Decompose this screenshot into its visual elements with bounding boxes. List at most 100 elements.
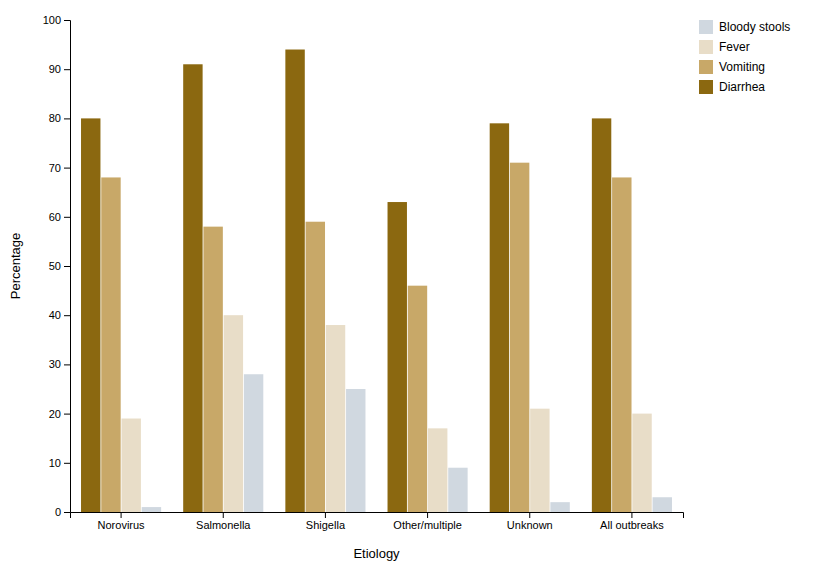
- legend-item: Fever: [699, 40, 750, 54]
- tick-mark: [427, 512, 428, 518]
- tick: Norovirus: [98, 512, 146, 531]
- legend-item: Diarrhea: [699, 80, 765, 94]
- bar: [81, 118, 100, 512]
- bar: [142, 507, 161, 512]
- bar: [203, 227, 222, 512]
- tick-label: 40: [49, 309, 61, 321]
- tick-mark: [631, 512, 632, 518]
- bar: [388, 202, 407, 512]
- legend-item: Vomiting: [699, 60, 765, 74]
- legend-label: Vomiting: [719, 60, 765, 74]
- bar: [550, 502, 569, 512]
- tick: 50: [49, 260, 70, 272]
- bar: [285, 50, 304, 512]
- tick: 100: [43, 14, 70, 26]
- bar-series: [81, 50, 611, 512]
- bar: [632, 414, 651, 512]
- bar: [101, 177, 120, 512]
- bar: [121, 419, 140, 512]
- legend-swatch: [699, 60, 713, 74]
- tick-label: 80: [49, 112, 61, 124]
- bar: [183, 64, 202, 512]
- tick-mark: [121, 512, 122, 518]
- tick-mark: [529, 512, 530, 518]
- tick-mark: [223, 512, 224, 518]
- plot: 0 10 20 30 40 50 60 70 80 90 100 Norovirus Salmonell…: [43, 14, 684, 531]
- tick-label: 90: [49, 63, 61, 75]
- tick-label: 100: [43, 14, 61, 26]
- bar: [224, 315, 243, 512]
- tick-label: 20: [49, 408, 61, 420]
- tick-mark: [64, 168, 70, 169]
- tick-label: 70: [49, 162, 61, 174]
- y-axis-title: Percentage: [8, 233, 23, 300]
- legend-label: Bloody stools: [719, 20, 790, 34]
- tick-label: 10: [49, 457, 61, 469]
- tick-mark: [64, 266, 70, 267]
- tick: 80: [49, 112, 70, 124]
- tick-label: Other/multiple: [393, 519, 461, 531]
- tick-mark: [325, 512, 326, 518]
- tick-label: All outbreaks: [600, 519, 664, 531]
- tick: 70: [49, 162, 70, 174]
- tick: 40: [49, 309, 70, 321]
- tick-mark: [64, 20, 70, 21]
- tick-label: 30: [49, 358, 61, 370]
- tick: Unknown: [507, 512, 553, 531]
- legend-label: Fever: [719, 40, 750, 54]
- tick-mark: [64, 315, 70, 316]
- tick-mark: [64, 364, 70, 365]
- bar: [244, 374, 263, 512]
- tick: 20: [49, 408, 70, 420]
- bar: [653, 497, 672, 512]
- tick-label: Shigella: [306, 519, 346, 531]
- x-axis: Norovirus Salmonella Shigella Other/multipl…: [71, 512, 684, 531]
- axis-line: [64, 21, 71, 513]
- bar: [408, 286, 427, 512]
- tick-label: 60: [49, 211, 61, 223]
- bar: [490, 123, 509, 512]
- bars: [81, 50, 672, 512]
- tick: All outbreaks: [600, 512, 664, 531]
- tick: 30: [49, 358, 70, 370]
- tick-label: 0: [55, 506, 61, 518]
- bar: [346, 389, 365, 512]
- tick: Other/multiple: [393, 512, 461, 531]
- tick: 10: [49, 457, 70, 469]
- legend-item: Bloody stools: [699, 20, 790, 34]
- tick-mark: [64, 69, 70, 70]
- legend-label: Diarrhea: [719, 80, 765, 94]
- bar: [530, 409, 549, 512]
- bar-series: [121, 315, 651, 512]
- bar: [326, 325, 345, 512]
- bar: [592, 118, 611, 512]
- tick-mark: [64, 512, 70, 513]
- tick-label: Unknown: [507, 519, 553, 531]
- tick-label: Norovirus: [98, 519, 146, 531]
- tick-mark: [64, 463, 70, 464]
- tick-label: 50: [49, 260, 61, 272]
- legend-swatch: [699, 80, 713, 94]
- tick-mark: [64, 118, 70, 119]
- tick: 60: [49, 211, 70, 223]
- tick: Shigella: [306, 512, 346, 531]
- legend-swatch: [699, 20, 713, 34]
- tick-label: Salmonella: [196, 519, 251, 531]
- x-axis-title: Etiology: [353, 546, 400, 561]
- bar-series: [142, 374, 672, 512]
- tick-mark: [64, 414, 70, 415]
- bar: [612, 177, 631, 512]
- bar: [510, 163, 529, 512]
- tick: 0: [55, 506, 70, 518]
- legend: Bloody stools Fever Vomiting Diarrhea: [699, 20, 790, 94]
- bar: [448, 468, 467, 512]
- tick: 90: [49, 63, 70, 75]
- bar-series: [101, 163, 631, 512]
- tick: Salmonella: [196, 512, 251, 531]
- legend-swatch: [699, 40, 713, 54]
- bar: [306, 222, 325, 512]
- tick-mark: [64, 217, 70, 218]
- axis-line: [71, 513, 684, 519]
- chart: 0 10 20 30 40 50 60 70 80 90 100 Norovirus Salmonell…: [0, 0, 823, 574]
- bar: [428, 428, 447, 512]
